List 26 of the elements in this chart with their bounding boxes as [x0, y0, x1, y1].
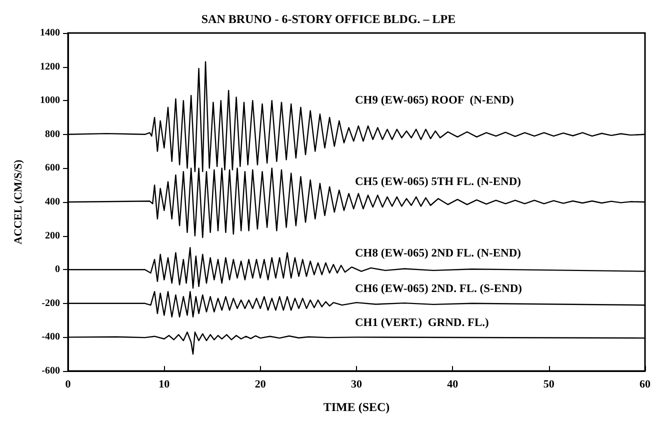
x-tick-label: 0: [65, 378, 72, 390]
y-tick-label: 200: [45, 230, 60, 242]
y-tick-label: 1000: [40, 95, 60, 106]
x-axis-title: TIME (SEC): [323, 400, 390, 414]
y-axis-title: ACCEL (CM/S/S): [12, 159, 24, 244]
series-label: CH9 (EW-065) ROOF (N-END): [355, 94, 514, 106]
series-label: CH6 (EW-065) 2ND. FL. (S-END): [355, 283, 522, 296]
chart-title: SAN BRUNO - 6-STORY OFFICE BLDG. – LPE: [201, 12, 456, 26]
y-tick-label: -400: [42, 332, 60, 343]
x-tick-label: 50: [543, 378, 555, 390]
x-tick-label: 10: [158, 378, 170, 390]
y-tick-label: 800: [45, 128, 60, 140]
x-tick-label: 30: [351, 378, 362, 390]
series-label: CH8 (EW-065) 2ND FL. (N-END): [355, 247, 522, 260]
series-label: CH1 (VERT.) GRND. FL.): [355, 317, 490, 330]
y-tick-label: 1200: [40, 61, 60, 72]
y-tick-label: -200: [42, 298, 60, 309]
x-tick-label: 60: [640, 378, 651, 390]
series-label: CH5 (EW-065) 5TH FL. (N-END): [355, 176, 522, 188]
x-tick-label: 40: [447, 378, 459, 390]
y-tick-label: -600: [42, 366, 60, 376]
x-tick-label: 20: [254, 378, 266, 390]
y-tick-label: 0: [55, 264, 60, 276]
y-tick-label: 400: [45, 196, 60, 208]
y-tick-label: 1400: [40, 28, 60, 38]
y-tick-label: 600: [45, 162, 60, 174]
